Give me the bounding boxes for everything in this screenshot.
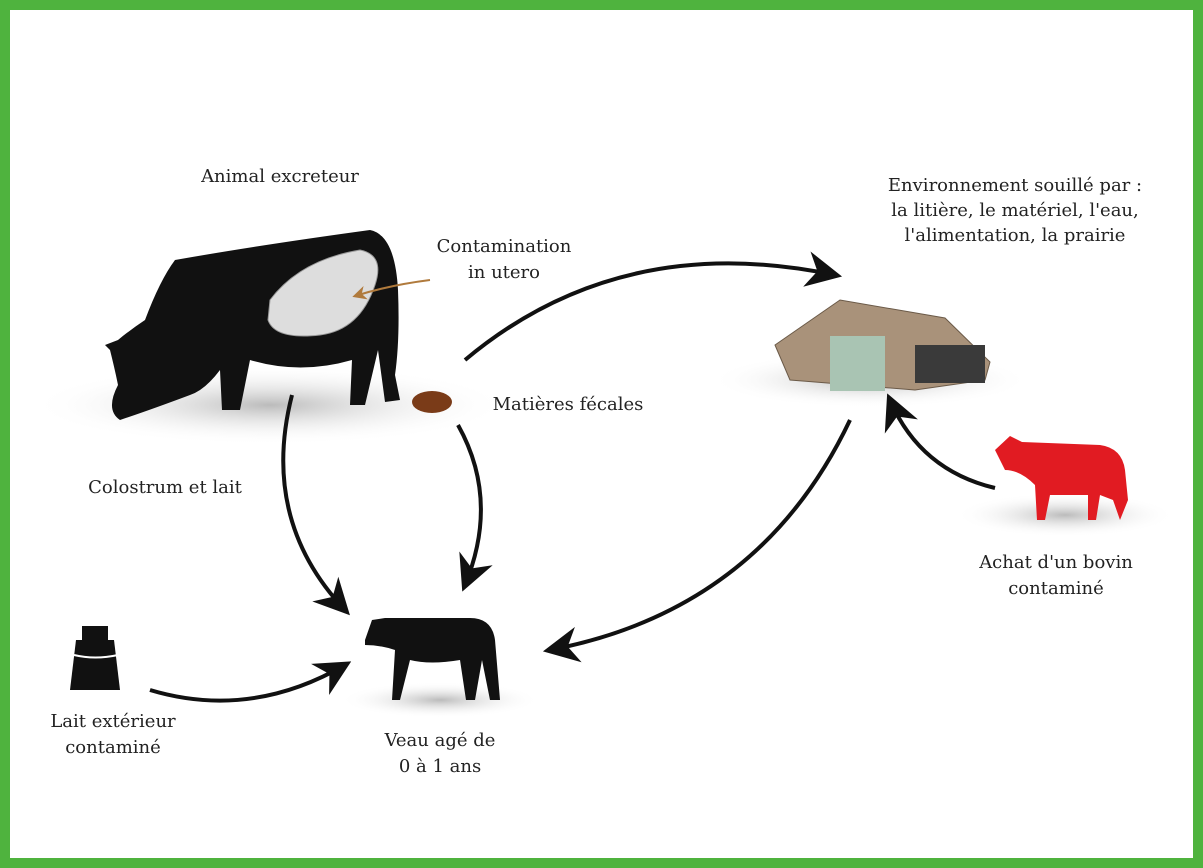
label: in utero — [468, 262, 540, 283]
label: Matières fécales — [493, 394, 644, 415]
label: Contamination — [437, 236, 572, 257]
label: Colostrum et lait — [88, 477, 243, 498]
label: Lait extérieur — [50, 711, 176, 732]
label: Achat d'un bovin — [978, 552, 1133, 573]
label: Animal excreteur — [200, 166, 359, 187]
label: contaminé — [1008, 578, 1104, 599]
label: contaminé — [65, 737, 161, 758]
label: Environnement souillé par : — [888, 175, 1142, 196]
diagram: Animal excreteur Contamination in utero … — [0, 0, 1203, 868]
label: Veau agé de — [384, 730, 496, 751]
label: l'alimentation, la prairie — [905, 225, 1126, 246]
feces — [412, 391, 452, 413]
shadow — [955, 493, 1175, 537]
label: la litière, le matériel, l'eau, — [891, 200, 1139, 221]
label: 0 à 1 ans — [399, 756, 481, 777]
shadow — [340, 682, 540, 718]
